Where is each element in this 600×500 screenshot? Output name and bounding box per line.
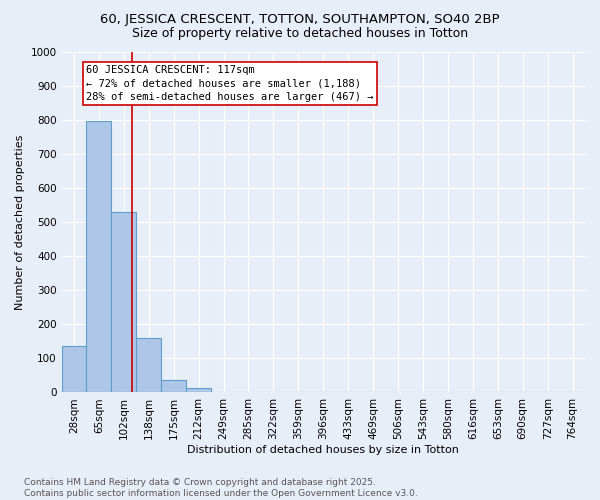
Y-axis label: Number of detached properties: Number of detached properties bbox=[15, 134, 25, 310]
Text: Size of property relative to detached houses in Totton: Size of property relative to detached ho… bbox=[132, 28, 468, 40]
Bar bbox=[186, 388, 211, 392]
X-axis label: Distribution of detached houses by size in Totton: Distribution of detached houses by size … bbox=[187, 445, 459, 455]
Bar bbox=[62, 346, 86, 393]
Text: 60, JESSICA CRESCENT, TOTTON, SOUTHAMPTON, SO40 2BP: 60, JESSICA CRESCENT, TOTTON, SOUTHAMPTO… bbox=[100, 12, 500, 26]
Bar bbox=[86, 122, 112, 392]
Bar bbox=[161, 380, 186, 392]
Bar bbox=[112, 212, 136, 392]
Text: Contains HM Land Registry data © Crown copyright and database right 2025.
Contai: Contains HM Land Registry data © Crown c… bbox=[24, 478, 418, 498]
Text: 60 JESSICA CRESCENT: 117sqm
← 72% of detached houses are smaller (1,188)
28% of : 60 JESSICA CRESCENT: 117sqm ← 72% of det… bbox=[86, 65, 374, 102]
Bar bbox=[136, 338, 161, 392]
